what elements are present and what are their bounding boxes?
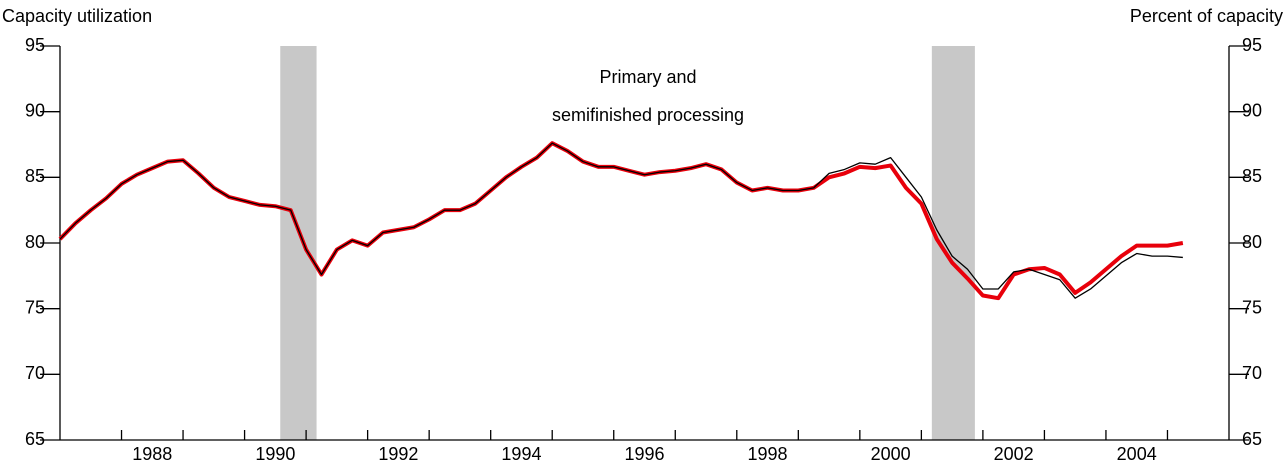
- annotation: Primary and: [599, 67, 696, 87]
- y2-tick-label: 80: [1242, 232, 1262, 252]
- x-tick-label: 2004: [1117, 444, 1157, 464]
- x-tick-label: 1988: [132, 444, 172, 464]
- x-tick-label: 2002: [994, 444, 1034, 464]
- annotation: semifinished processing: [552, 105, 744, 125]
- y-tick-label: 90: [25, 100, 45, 120]
- y-tick-label: 75: [25, 297, 45, 317]
- y2-tick-label: 95: [1242, 35, 1262, 55]
- y-tick-label: 65: [25, 429, 45, 449]
- y-tick-label: 85: [25, 166, 45, 186]
- y2-tick-label: 90: [1242, 100, 1262, 120]
- y-tick-label: 95: [25, 35, 45, 55]
- series-line: [58, 141, 1184, 301]
- x-tick-label: 1996: [624, 444, 664, 464]
- y2-tick-label: 65: [1242, 429, 1262, 449]
- y2-tick-label: 70: [1242, 363, 1262, 383]
- x-tick-label: 1998: [748, 444, 788, 464]
- recession-shade: [280, 46, 317, 440]
- x-tick-label: 1994: [501, 444, 541, 464]
- series-line: [59, 142, 1183, 299]
- y2-tick-label: 85: [1242, 166, 1262, 186]
- y-tick-label: 70: [25, 363, 45, 383]
- x-tick-label: 1992: [378, 444, 418, 464]
- right-axis-title: Percent of capacity: [1130, 6, 1283, 26]
- y-tick-label: 80: [25, 232, 45, 252]
- y2-tick-label: 75: [1242, 297, 1262, 317]
- x-tick-label: 2000: [871, 444, 911, 464]
- x-tick-label: 1990: [255, 444, 295, 464]
- left-axis-title: Capacity utilization: [2, 6, 152, 26]
